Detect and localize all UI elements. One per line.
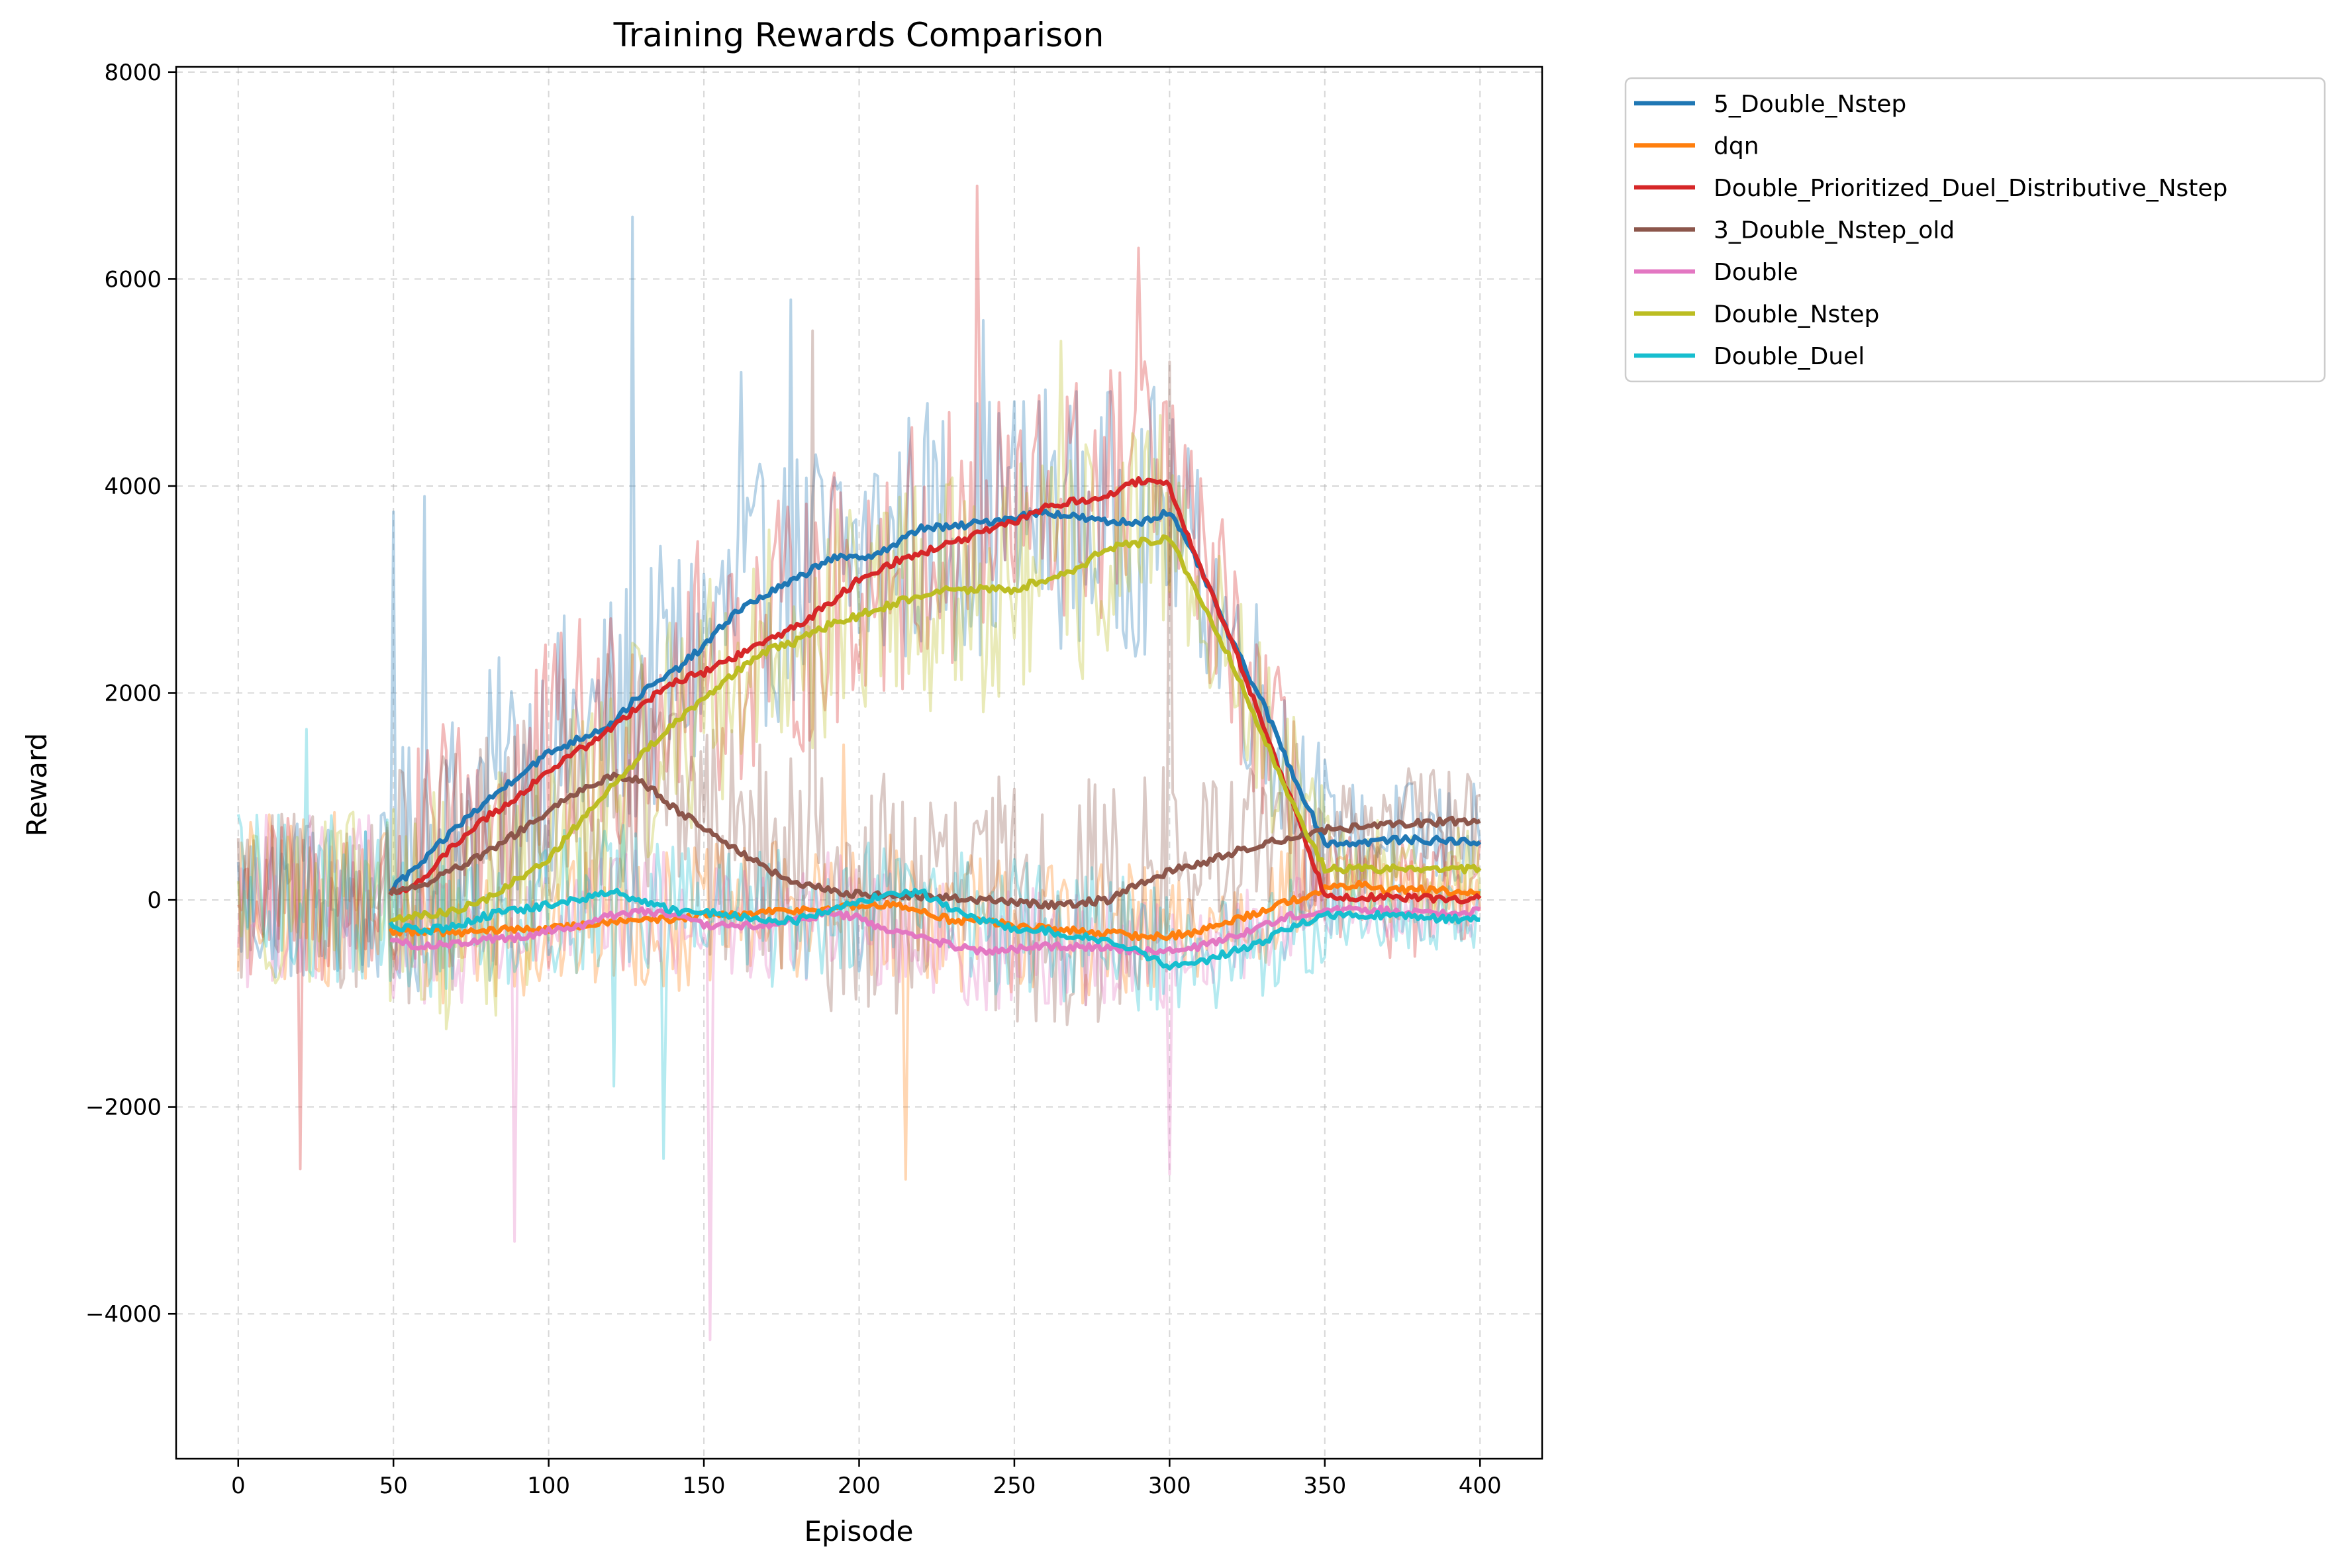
x-tick-label: 150 [683, 1473, 726, 1499]
legend-label: Double_Nstep [1714, 301, 1879, 328]
legend-label: dqn [1714, 133, 1759, 160]
raw-line-Double_Prioritized_Duel_Distributive_Nstep [237, 184, 1482, 1171]
legend-label: Double_Duel [1714, 343, 1865, 370]
smoothed-reward-lines [388, 476, 1482, 971]
smoothed-line-dqn [388, 879, 1481, 942]
y-tick-label: −2000 [85, 1095, 162, 1121]
legend-label: Double_Prioritized_Duel_Distributive_Nst… [1714, 175, 2227, 202]
chart-title: Training Rewards Comparison [613, 16, 1104, 54]
smoothed-line-Double_Duel [388, 887, 1481, 971]
raw-line-5_Double_Nstep [236, 215, 1482, 993]
y-tick-label: 8000 [104, 60, 162, 86]
smoothed-line-Double_Nstep [389, 534, 1482, 924]
x-tick-label: 0 [231, 1473, 246, 1499]
x-tick-label: 250 [993, 1473, 1036, 1499]
y-tick-label: −4000 [85, 1301, 162, 1328]
y-axis-label: Reward [21, 733, 53, 836]
y-tick-label: 4000 [104, 473, 162, 500]
legend-label: 3_Double_Nstep_old [1714, 217, 1955, 244]
legend-label: Double [1714, 259, 1798, 286]
x-tick-label: 350 [1303, 1473, 1346, 1499]
x-tick-label: 50 [379, 1473, 408, 1499]
y-tick-label: 2000 [104, 681, 162, 707]
smoothed-line-5_Double_Nstep [389, 508, 1482, 893]
x-tick-label: 200 [838, 1473, 881, 1499]
raw-line-dqn [236, 743, 1482, 1181]
legend-label: 5_Double_Nstep [1714, 91, 1906, 118]
y-tick-label: 6000 [104, 266, 162, 293]
x-tick-label: 100 [527, 1473, 570, 1499]
legend-box [1624, 77, 2326, 383]
x-tick-label: 400 [1459, 1473, 1502, 1499]
raw-line-Double_Nstep [236, 340, 1482, 1030]
x-tick-label: 300 [1148, 1473, 1191, 1499]
plot-area [175, 66, 1543, 1460]
y-axis-ticks: −4000 −2000 0 2000 4000 6000 8000 [85, 60, 176, 1328]
smoothed-line-Double [389, 905, 1481, 957]
y-tick-label: 0 [147, 887, 162, 914]
raw-line-3_Double_Nstep_old [236, 329, 1481, 1026]
x-axis-ticks: 0 50 100 150 200 250 300 350 400 [231, 1459, 1502, 1499]
x-axis-label: Episode [804, 1515, 914, 1547]
